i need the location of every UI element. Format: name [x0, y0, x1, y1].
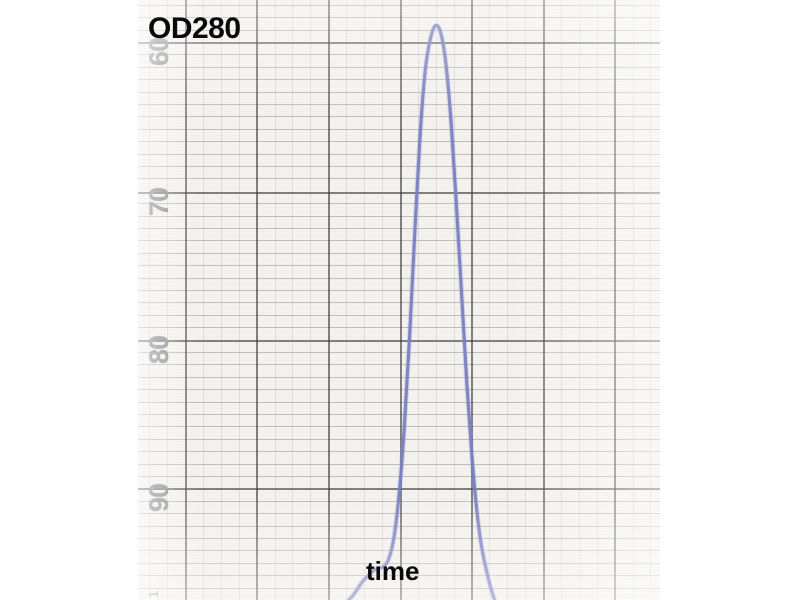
- gridline-vertical-major: [256, 0, 258, 600]
- gridline-horizontal-minor: [138, 4, 660, 6]
- gridline-vertical-minor: [417, 0, 419, 600]
- paper-tint-overlay: [138, 0, 660, 600]
- y-axis-tick-label: 70: [144, 187, 174, 216]
- gridline-vertical-minor: [310, 0, 312, 600]
- gridline-horizontal-minor: [138, 389, 660, 391]
- gridline-horizontal-minor: [138, 302, 660, 304]
- gridline-horizontal-minor: [138, 265, 660, 267]
- gridline-vertical-minor: [650, 0, 652, 600]
- gridline-horizontal-minor: [138, 587, 660, 589]
- gridline-horizontal-minor: [138, 203, 660, 205]
- gridline-horizontal-minor: [138, 116, 660, 118]
- od280-trace-halo: [344, 22, 498, 600]
- gridline-vertical-minor: [220, 0, 222, 600]
- gridline-vertical-major: [471, 0, 473, 600]
- gridline-vertical-minor: [489, 0, 491, 600]
- gridline-vertical-major: [185, 0, 187, 600]
- x-axis-corner-tick-label: 1: [146, 590, 161, 598]
- gridline-horizontal-minor: [138, 438, 660, 440]
- gridline-vertical-minor: [364, 0, 365, 600]
- gridline-vertical-minor: [435, 0, 437, 600]
- gridline-horizontal-minor: [138, 141, 660, 143]
- gridline-vertical-minor: [202, 0, 204, 600]
- gridline-horizontal-minor: [138, 476, 660, 477]
- chart-recorder-paper: 60 70 80 90 1: [138, 0, 660, 600]
- gridline-horizontal-minor: [138, 91, 660, 93]
- gridline-vertical-minor: [525, 0, 527, 600]
- x-axis-annotation-label: time: [366, 556, 420, 586]
- gridline-horizontal-minor: [138, 228, 660, 229]
- gridline-horizontal-minor: [138, 463, 660, 465]
- gridline-vertical-major: [400, 0, 402, 600]
- gridline-vertical-minor: [346, 0, 348, 600]
- gridline-horizontal-minor: [138, 166, 660, 167]
- gridline-horizontal-minor: [138, 364, 660, 366]
- gridline-horizontal-minor: [138, 414, 660, 415]
- gridline-horizontal-minor: [138, 376, 660, 378]
- gridline-horizontal-minor: [138, 66, 660, 68]
- gridline-vertical-minor: [578, 0, 580, 600]
- gridline-horizontal-major: [138, 340, 660, 342]
- gridline-horizontal-minor: [138, 290, 660, 291]
- trace-layer: [344, 22, 498, 600]
- gridline-horizontal-minor: [138, 240, 660, 242]
- gridline-horizontal-minor: [138, 252, 660, 254]
- gridline-vertical-major: [543, 0, 545, 600]
- gridline-horizontal-minor: [138, 153, 660, 155]
- gridline-horizontal-major: [138, 488, 660, 490]
- y-axis-tick-label: 80: [144, 335, 174, 364]
- gridline-horizontal-minor: [138, 550, 660, 552]
- od280-trace-path: [346, 23, 497, 600]
- gridline-vertical-major: [328, 0, 330, 600]
- gridline-horizontal-minor: [138, 104, 660, 105]
- gridline-vertical-minor: [507, 0, 509, 600]
- gridline-horizontal-minor: [138, 215, 660, 217]
- gridline-vertical-minor: [238, 0, 240, 600]
- gridline-horizontal-minor: [138, 352, 660, 353]
- gridline-vertical-minor: [453, 0, 455, 600]
- gridline-horizontal-major: [138, 192, 660, 194]
- gridline-horizontal-minor: [138, 327, 660, 329]
- gridline-horizontal-minor: [138, 178, 660, 180]
- gridline-vertical-minor: [596, 0, 598, 600]
- gridline-horizontal-minor: [138, 525, 660, 527]
- gridline-horizontal-minor: [138, 401, 660, 403]
- y-axis-annotation-label: OD280: [148, 12, 241, 45]
- gridline-horizontal-minor: [138, 500, 660, 502]
- gridline-vertical-minor: [274, 0, 276, 600]
- gridline-horizontal-minor: [138, 79, 660, 81]
- gridline-horizontal-minor: [138, 451, 660, 453]
- paper-grain-overlay: [138, 0, 660, 600]
- gridline-vertical-minor: [632, 0, 634, 600]
- gridline-vertical-minor: [560, 0, 562, 600]
- gridline-horizontal-minor: [138, 314, 660, 316]
- gridline-vertical-minor: [381, 0, 383, 600]
- gridline-horizontal-minor: [138, 426, 660, 428]
- gridline-horizontal-minor: [138, 277, 660, 279]
- gridline-horizontal-minor: [138, 538, 660, 539]
- gridline-vertical-minor: [292, 0, 294, 600]
- gridline-horizontal-minor: [138, 128, 660, 130]
- gridline-horizontal-minor: [138, 513, 660, 515]
- gridline-vertical-major: [614, 0, 616, 600]
- y-axis-tick-label: 90: [144, 483, 174, 512]
- gridline-horizontal-minor: [138, 54, 660, 56]
